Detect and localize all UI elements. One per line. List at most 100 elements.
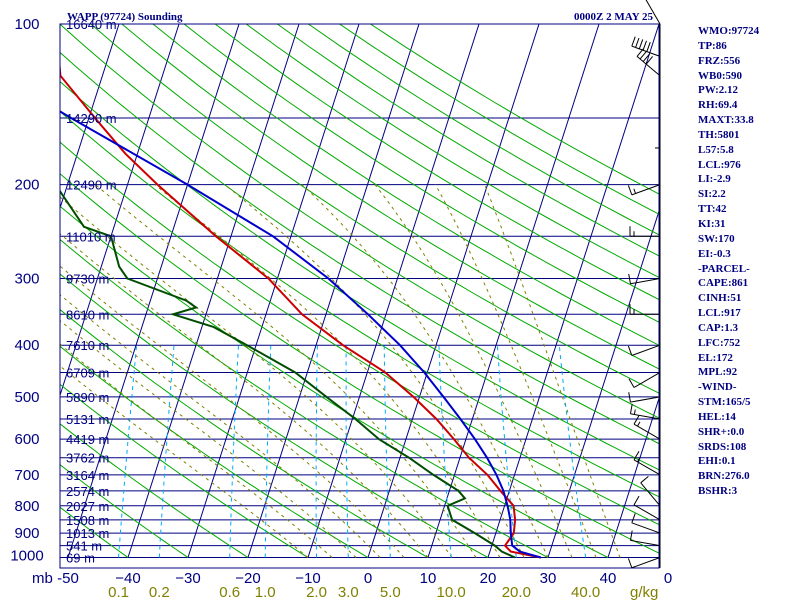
- dry-adiabat-line: [152, 24, 659, 346]
- mixing-ratio-label: 10.0: [437, 584, 466, 600]
- dry-adiabat-line: [60, 24, 659, 419]
- temperature-trace: [60, 59, 541, 559]
- height-label: 9730 m: [66, 272, 109, 287]
- mixing-ratio-label: 2.0: [306, 584, 327, 600]
- index-line: WMO:97724: [698, 25, 760, 37]
- wind-barb: [629, 226, 660, 237]
- height-label: 6709 m: [66, 365, 109, 380]
- height-label: 5131 m: [66, 412, 109, 427]
- index-line: CINH:51: [698, 292, 742, 305]
- dry-adiabat-line: [60, 173, 659, 554]
- temperature-tick-label: 30: [540, 570, 557, 587]
- pressure-label: 1000: [10, 548, 43, 565]
- pressure-label: 600: [14, 431, 39, 448]
- height-label: 69 m: [66, 551, 95, 566]
- mixing-ratio-line: [315, 345, 318, 558]
- isotherm-line: [60, 24, 180, 397]
- background-lines: [60, 24, 659, 558]
- temperature-tick-label: 0: [364, 570, 372, 587]
- temperature-tick-label: 0: [664, 570, 672, 587]
- moist-adiabat-line: [224, 184, 525, 558]
- pressure-label: 700: [14, 467, 39, 484]
- dry-adiabat-line: [60, 308, 429, 558]
- height-label: 7610 m: [66, 338, 109, 353]
- index-line: TT:42: [698, 203, 727, 216]
- wind-barb: [633, 450, 661, 476]
- height-label: 3762 m: [66, 451, 109, 466]
- moist-adiabat-line: [60, 365, 309, 558]
- height-label: 12490 m: [66, 178, 117, 193]
- wind-barb: [629, 530, 661, 547]
- height-label: 14290 m: [66, 111, 117, 126]
- mixing-ratio-label: 0.1: [108, 584, 129, 600]
- height-label: 11010 m: [66, 229, 116, 244]
- wind-barb: [631, 513, 661, 534]
- wind-barb: [628, 273, 661, 285]
- moist-adiabat-line: [60, 294, 381, 558]
- dry-adiabat-line: [60, 273, 489, 558]
- temperature-tick-label: 20: [480, 570, 497, 587]
- index-line: SRDS:108: [698, 440, 747, 453]
- moist-adiabat-line: [301, 184, 549, 558]
- dry-adiabat-line: [60, 205, 609, 558]
- index-line: EI:-0.3: [698, 247, 731, 260]
- mixing-ratio-line: [158, 345, 175, 558]
- moist-adiabat-line: [435, 184, 597, 558]
- index-line: TH:5801: [698, 128, 740, 141]
- wind-barb: [628, 392, 661, 403]
- isotherm-line: [487, 24, 659, 558]
- dry-adiabat-line: [121, 24, 659, 370]
- dry-adiabat-line: [277, 24, 659, 257]
- temperature-tick-label: −30: [175, 570, 200, 587]
- mixing-ratio-line: [438, 345, 452, 558]
- mixing-ratio-label: 3.0: [338, 584, 359, 600]
- moist-adiabat-line: [60, 265, 405, 558]
- mixing-ratio-line: [264, 345, 272, 558]
- wind-barb: [633, 415, 661, 440]
- height-label: 3164 m: [66, 468, 109, 483]
- moist-adiabat-line: [60, 233, 429, 558]
- mixing-ratio-label: 5.0: [380, 584, 401, 600]
- mixing-ratio-label: 1.0: [255, 584, 276, 600]
- plot-frame: [59, 23, 660, 569]
- index-line: LI:-2.9: [698, 173, 731, 186]
- height-label: 8610 m: [66, 307, 109, 322]
- dry-adiabat-line: [214, 24, 659, 301]
- wind-barb: [640, 476, 661, 507]
- mixing-ratio-line: [118, 345, 138, 558]
- parcel-trace: [60, 110, 542, 559]
- height-label: 2574 m: [66, 484, 109, 499]
- pressure-label: 100: [14, 16, 39, 33]
- height-label: 541 m: [66, 539, 102, 554]
- isotherm-line: [427, 24, 600, 558]
- index-line: WB0:590: [698, 69, 742, 82]
- dry-adiabat-line: [183, 24, 659, 323]
- index-line: CAP:1.3: [698, 321, 739, 334]
- index-line: STM:165/5: [698, 396, 751, 409]
- isotherm-line: [307, 24, 480, 558]
- temperature-tick-label: -50: [57, 570, 79, 587]
- dry-adiabat-line: [245, 24, 659, 279]
- wind-barbs: [627, 0, 661, 569]
- index-line: MPL:92: [698, 366, 738, 379]
- index-line: KI:31: [698, 217, 726, 230]
- wind-barb: [645, 0, 661, 25]
- mixing-ratio-line: [383, 345, 391, 558]
- mixing-ratio-unit-label: g/kg: [630, 584, 658, 600]
- moist-adiabat-line: [484, 184, 621, 558]
- dry-adiabat-line: [60, 80, 659, 471]
- stability-index-panel: WMO:97724 TP:86 FRZ:556 WB0:590 PW:2.12 RH:69…: [698, 24, 798, 499]
- height-label: 16640 m: [66, 17, 117, 32]
- mixing-ratio-label: 20.0: [502, 584, 531, 600]
- pressure-label: 900: [14, 525, 39, 542]
- chart-time: 0000Z 2 MAY 25: [574, 11, 653, 23]
- temperature-tick-label: −10: [295, 570, 320, 587]
- index-line: MAXT:33.8: [698, 114, 754, 127]
- chart-title: WAPP (97724) Sounding: [67, 11, 183, 23]
- mixing-ratio-label: 40.0: [571, 584, 600, 600]
- isotherm-line: [187, 24, 360, 558]
- pressure-label: 500: [14, 389, 39, 406]
- index-line: LCL:917: [698, 307, 741, 320]
